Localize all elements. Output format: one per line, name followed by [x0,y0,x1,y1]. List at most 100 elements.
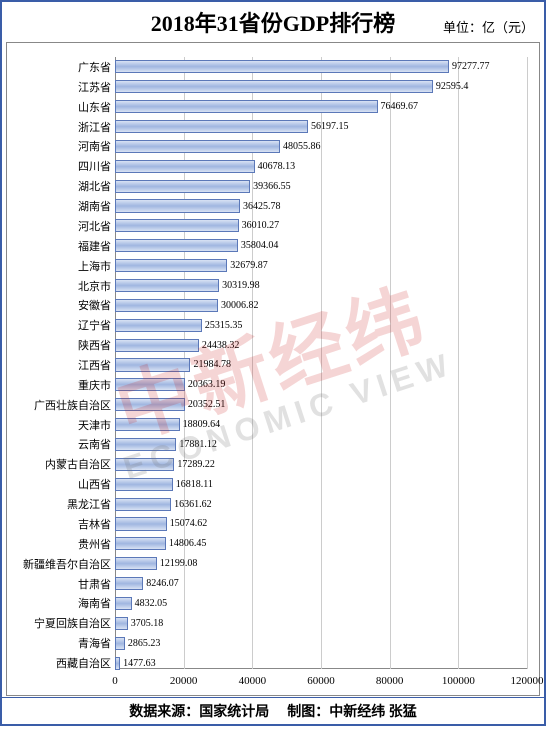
bar-value: 32679.87 [227,259,268,272]
bar-value: 14806.45 [166,537,207,550]
bar-row: 浙江省56197.15 [115,120,527,133]
bar-row: 甘肃省8246.07 [115,577,527,590]
bar [115,438,176,451]
province-label: 广西壮族自治区 [5,398,115,411]
bar [115,418,180,431]
province-label: 新疆维吾尔自治区 [5,557,115,570]
x-tick: 0 [112,675,118,687]
bar [115,398,185,411]
province-label: 天津市 [5,418,115,431]
unit-label: 单位：亿（元） [443,17,534,36]
bar [115,378,185,391]
province-label: 辽宁省 [5,319,115,332]
bar-row: 河北省36010.27 [115,219,527,232]
bar-row: 内蒙古自治区17289.22 [115,458,527,471]
bar-row: 山东省76469.67 [115,100,527,113]
bar-row: 天津市18809.64 [115,418,527,431]
bar-value: 39366.55 [250,180,291,193]
province-label: 内蒙古自治区 [5,458,115,471]
x-tick: 100000 [442,675,475,687]
x-tick: 120000 [511,675,544,687]
bar [115,358,190,371]
bar-row: 云南省17881.12 [115,438,527,451]
bar-row: 宁夏回族自治区3705.18 [115,617,527,630]
bar [115,239,238,252]
bar [115,120,308,133]
province-label: 重庆市 [5,378,115,391]
bar [115,299,218,312]
x-tick: 40000 [239,675,267,687]
bar-row: 西藏自治区1477.63 [115,657,527,670]
bar-value: 16818.11 [173,478,213,491]
bar [115,339,199,352]
bar-value: 24438.32 [199,339,240,352]
bar-row: 江西省21984.78 [115,358,527,371]
bar-row: 贵州省14806.45 [115,537,527,550]
province-label: 西藏自治区 [5,657,115,670]
bar-row: 重庆市20363.19 [115,378,527,391]
bar-row: 湖南省36425.78 [115,199,527,212]
bar [115,199,240,212]
province-label: 山西省 [5,478,115,491]
bar-value: 35804.04 [238,239,279,252]
bar-row: 青海省2865.23 [115,637,527,650]
province-label: 河南省 [5,140,115,153]
bar [115,458,174,471]
province-label: 青海省 [5,637,115,650]
bar-value: 56197.15 [308,120,349,133]
bar-value: 17289.22 [174,458,215,471]
bar [115,537,166,550]
bar-value: 18809.64 [180,418,221,431]
province-label: 吉林省 [5,517,115,530]
bar-value: 3705.18 [128,617,164,630]
bar-row: 山西省16818.11 [115,478,527,491]
bar [115,557,157,570]
province-label: 浙江省 [5,120,115,133]
province-label: 安徽省 [5,299,115,312]
bar-row: 吉林省15074.62 [115,517,527,530]
bar-row: 广西壮族自治区20352.51 [115,398,527,411]
bar-value: 76469.67 [378,100,419,113]
bar-value: 92595.4 [433,80,469,93]
province-label: 甘肃省 [5,577,115,590]
province-label: 宁夏回族自治区 [5,617,115,630]
bar [115,637,125,650]
bar [115,60,449,73]
bar [115,259,227,272]
province-label: 福建省 [5,239,115,252]
province-label: 山东省 [5,100,115,113]
province-label: 湖南省 [5,199,115,212]
bar-row: 北京市30319.98 [115,279,527,292]
bar-value: 8246.07 [143,577,179,590]
bar-value: 30319.98 [219,279,260,292]
province-label: 贵州省 [5,537,115,550]
province-label: 黑龙江省 [5,498,115,511]
bar-row: 上海市32679.87 [115,259,527,272]
bar-value: 12199.08 [157,557,198,570]
province-label: 海南省 [5,597,115,610]
province-label: 江西省 [5,358,115,371]
bar-value: 1477.63 [120,657,156,670]
footer-credit: 制图：中新经纬 张猛 [287,701,417,721]
bar [115,100,378,113]
bar-row: 河南省48055.86 [115,140,527,153]
bar-value: 2865.23 [125,637,161,650]
province-label: 上海市 [5,259,115,272]
bar-value: 48055.86 [280,140,321,153]
title-row: 2018年31省份GDP排行榜 单位：亿（元） [2,2,544,38]
bar-row: 黑龙江省16361.62 [115,498,527,511]
province-label: 北京市 [5,279,115,292]
bar-row: 福建省35804.04 [115,239,527,252]
bar-row: 辽宁省25315.35 [115,319,527,332]
chart-area: 020000400006000080000100000120000广东省9727… [6,42,540,696]
bar-value: 21984.78 [190,358,231,371]
province-label: 陕西省 [5,339,115,352]
x-tick: 20000 [170,675,198,687]
bar [115,478,173,491]
bar [115,279,219,292]
x-tick: 80000 [376,675,404,687]
province-label: 湖北省 [5,180,115,193]
bar-row: 安徽省30006.82 [115,299,527,312]
bar-value: 97277.77 [449,60,490,73]
bar [115,160,255,173]
